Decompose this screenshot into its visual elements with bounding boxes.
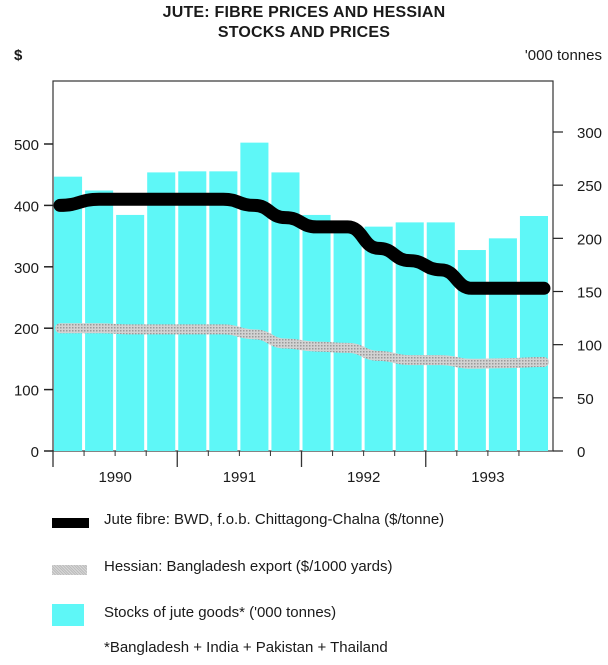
left-axis-tick-label: 500 [14, 137, 39, 154]
line-jute-fibre [53, 192, 551, 295]
right-axis-tick-label: 0 [577, 444, 585, 461]
x-axis-year-label: 1993 [471, 469, 504, 486]
legend-label-stocks: Stocks of jute goods* ('000 tonnes) [104, 604, 337, 621]
left-axis-tick-label: 100 [14, 383, 39, 400]
bar-stocks [333, 228, 362, 451]
footnote: *Bangladesh + India + Pakistan + Thailan… [104, 639, 388, 656]
right-axis-unit: '000 tonnes [524, 47, 602, 64]
left-axis-tick-label: 0 [31, 444, 39, 461]
chart-plot: 0 100 200 300 400 500 0 50 100 150 200 250 300 1990 19… [14, 80, 602, 486]
bar-stocks [519, 216, 548, 451]
right-axis-tick-label: 150 [577, 285, 602, 302]
right-axis-tick-label: 300 [577, 125, 602, 142]
bar-stocks [240, 142, 269, 451]
chart-subtitle: STOCKS AND PRICES [217, 24, 391, 41]
right-axis-tick-label: 50 [577, 391, 594, 408]
left-axis-tick-label: 400 [14, 198, 39, 215]
bar-stocks [488, 238, 517, 451]
line-hessian [55, 323, 549, 369]
x-axis-year-label: 1992 [347, 469, 380, 486]
bar-stocks [147, 172, 176, 451]
x-axis-year-label: 1990 [98, 469, 131, 486]
right-axis-tick-label: 250 [577, 178, 602, 195]
bar-stocks [209, 171, 238, 452]
bar-stocks [85, 190, 114, 451]
right-axis-tick-label: 200 [577, 231, 602, 248]
legend-swatch-jute-fibre [52, 518, 89, 528]
legend-swatch-stocks [52, 604, 84, 626]
x-axis-year-label: 1991 [223, 469, 256, 486]
left-axis-tick-label: 200 [14, 321, 39, 338]
bar-stocks [302, 214, 331, 451]
left-axis-unit: $ [14, 47, 23, 64]
left-axis-tick-label: 300 [14, 260, 39, 277]
legend-label-hessian: Hessian: Bangladesh export ($/1000 yards… [104, 558, 393, 575]
legend-swatch-hessian [52, 565, 87, 575]
chart-title: JUTE: FIBRE PRICES AND HESSIAN [162, 4, 446, 21]
bar-stocks [426, 222, 455, 451]
bar-stocks [178, 171, 207, 452]
bar-stocks [364, 226, 393, 451]
bar-stocks [54, 176, 83, 451]
legend-label-jute-fibre: Jute fibre: BWD, f.o.b. Chittagong-Chaln… [104, 511, 445, 528]
right-axis-tick-label: 100 [577, 338, 602, 355]
